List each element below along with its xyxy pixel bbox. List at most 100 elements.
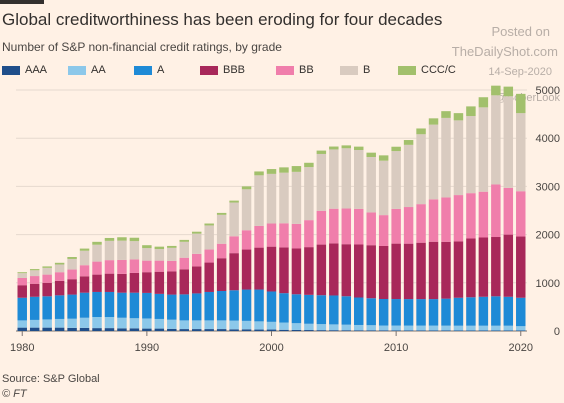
bar-segment-bbb [354,244,364,298]
watermark-posted: Posted on [491,24,550,39]
bar-segment-aa [204,320,214,330]
bar-segment-b [291,171,302,224]
bar-segment-bb [191,253,202,267]
bar-segment-aaa [341,330,352,331]
bar-segment-b [279,172,289,224]
bar-segment-aaa [304,330,314,331]
bar-segment-bb [354,208,364,245]
bar-segment-cccc [291,166,302,172]
bar-segment-aaa [279,329,289,331]
bar-segment-a [92,291,102,318]
bar-segment-cccc [266,169,277,174]
y-tick-label: 0 [554,326,560,338]
bar-segment-b [216,214,227,244]
bar-segment-aa [142,318,152,329]
bar-segment-aa [229,320,239,330]
bar-segment-bb [416,204,426,243]
bar-segment-aaa [441,330,451,331]
bar-segment-bb [291,223,302,249]
bar-segment-bb [266,223,277,247]
x-tick-label: 2000 [259,342,283,354]
bar-segment-b [378,160,389,216]
bar-segment-aa [391,325,401,331]
bar-segment-bb [466,193,476,239]
bar-segment-aaa [17,327,27,331]
bar-segment-a [291,294,302,324]
bar-segment-b [67,258,77,270]
bar-segment-aa [279,322,289,330]
bar-segment-a [29,296,40,320]
bar-segment-a [453,297,464,326]
bar-segment-bb [204,249,214,263]
bar-segment-a [204,291,214,321]
bar-segment-aa [266,321,277,330]
bar-segment-a [516,297,526,327]
ft-topbar [0,0,44,4]
bar-segment-cccc [503,86,514,97]
bar-segment-aa [104,317,115,329]
bar-segment-b [466,116,476,194]
bar-segment-bbb [54,280,65,296]
legend-item-cccc: CCC/C [398,64,456,78]
chart-legend: AAA AA A BBB BB B CCC/C [2,64,472,78]
bar-segment-b [316,153,327,211]
bar-segment-bb [441,197,451,242]
bar-segment-aaa [92,328,102,331]
bar-segment-a [354,297,364,325]
bar-segment-aaa [142,328,152,331]
bar-segment-bb [117,259,127,274]
bar-segment-bb [142,260,152,273]
bar-segment-bb [216,243,227,259]
copyright-note: © FT [2,388,27,400]
bar-segment-aaa [316,330,327,331]
bar-segment-aa [92,317,102,329]
bar-segment-bbb [516,236,526,298]
bar-segment-cccc [17,272,27,274]
bar-segment-aa [291,323,302,330]
bar-segment-bbb [441,241,451,299]
bar-segment-bb [241,230,252,250]
bar-segment-bb [254,225,264,248]
bar-segment-a [79,292,90,318]
bar-segment-a [441,298,451,326]
bar-segment-bb [154,260,165,272]
bar-segment-aaa [79,327,90,331]
bar-segment-bbb [366,245,376,299]
bar-segment-a [341,296,352,325]
bar-segment-aa [403,325,414,331]
bar-segment-a [229,290,239,321]
bar-segment-bbb [241,249,252,290]
bar-segment-a [17,297,27,321]
bar-segment-b [391,151,401,209]
bar-segment-bbb [491,237,501,297]
bar-segment-aaa [42,327,52,331]
y-tick-label: 4000 [536,133,560,145]
y-tick-label: 1000 [536,278,560,290]
bar-segment-aa [366,325,376,331]
chart-subtitle: Number of S&P non-financial credit ratin… [2,40,282,54]
bar-segment-aa [42,319,52,328]
bar-segment-cccc [354,146,364,151]
bar-segment-a [503,296,514,326]
bar-segment-aaa [191,329,202,331]
watermark-date: 14-Sep-2020 [488,66,552,78]
bar-segment-aa [129,318,140,329]
bar-segment-cccc [241,186,252,190]
bar-segment-bbb [453,241,464,298]
bar-segment-aa [216,320,227,330]
bar-segment-bbb [478,237,489,297]
legend-swatch [2,65,20,75]
bar-segment-bb [92,261,102,275]
legend-swatch [134,65,152,75]
bar-segment-aa [341,324,352,331]
bar-segment-cccc [54,262,65,265]
bar-segment-bbb [254,247,264,290]
bar-segment-a [491,296,501,326]
bar-segment-cccc [229,200,239,203]
bar-segment-bbb [167,271,177,295]
bar-segment-cccc [453,113,464,121]
bar-segment-bbb [341,244,352,297]
bar-segment-cccc [416,128,426,135]
bar-segment-bbb [466,238,476,298]
